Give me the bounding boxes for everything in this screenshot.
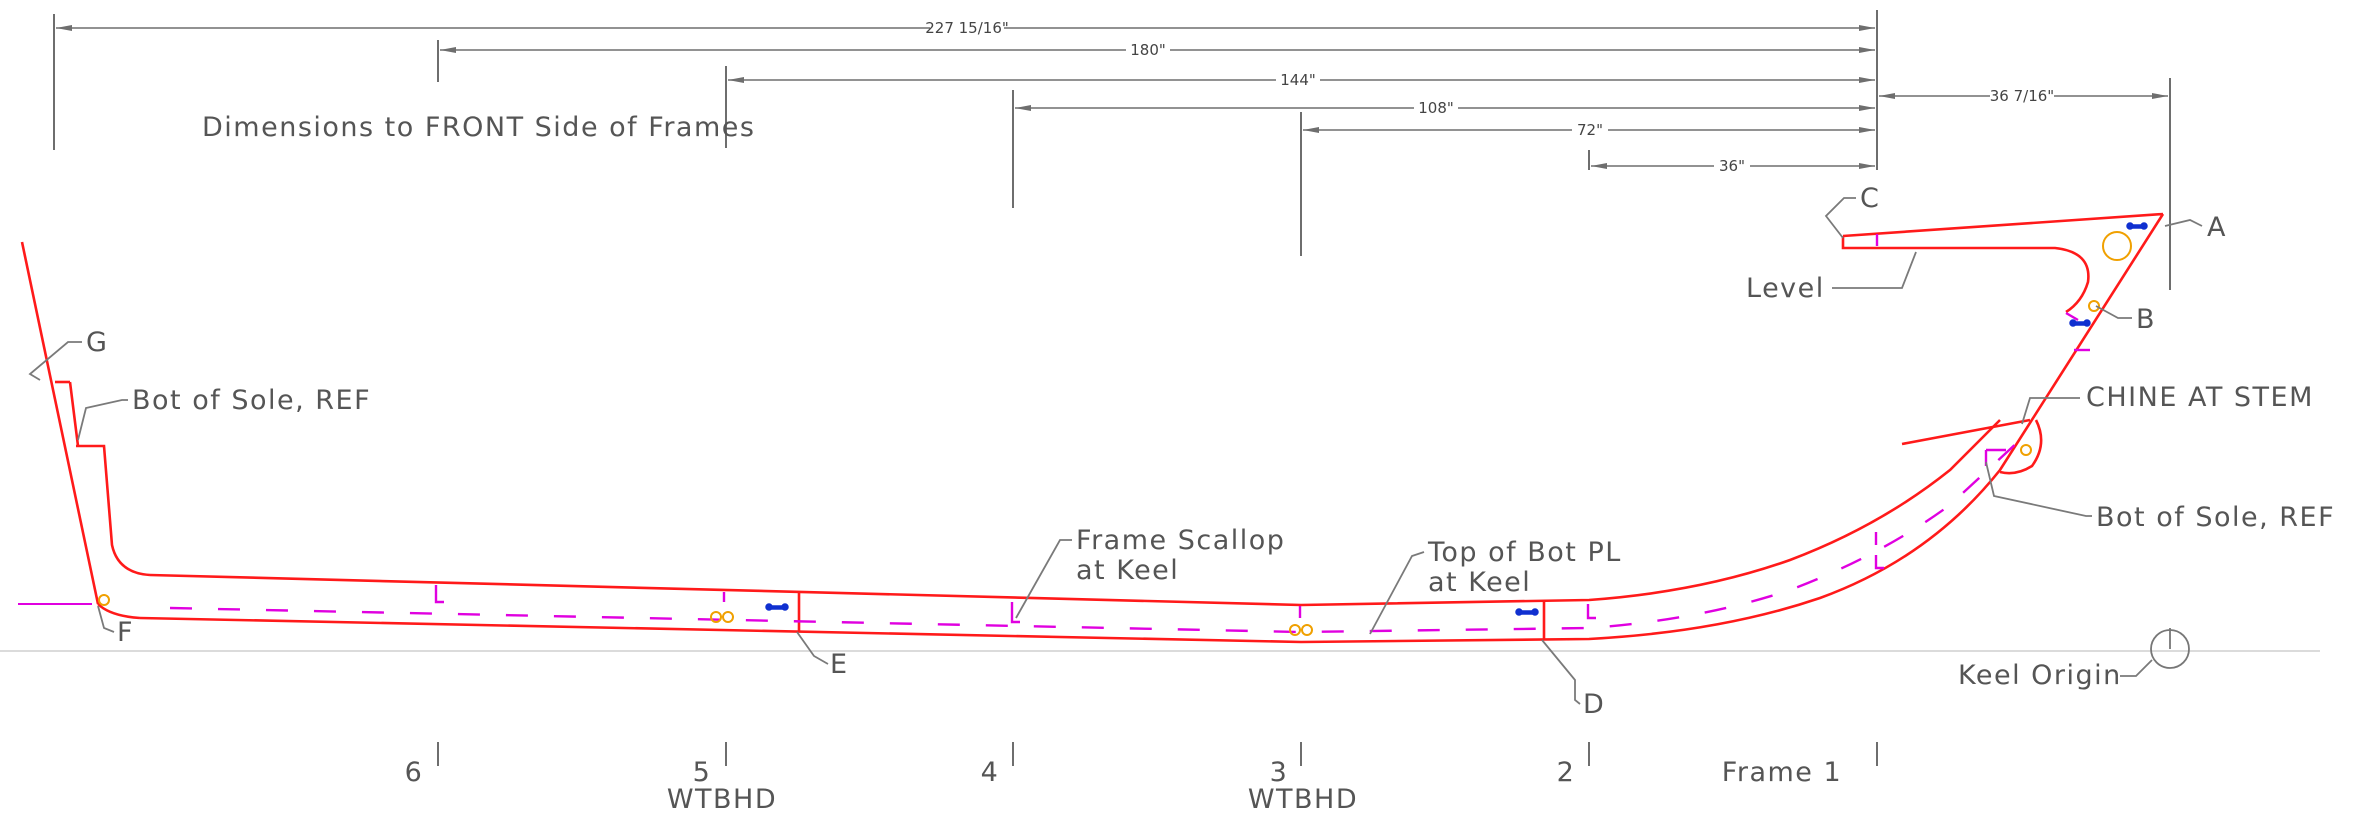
hole-bow bbox=[2102, 231, 2132, 261]
leader-e bbox=[796, 631, 829, 665]
dim-text-227: 227 15/16" bbox=[925, 19, 1009, 37]
dim-text-180: 180" bbox=[1130, 41, 1166, 59]
frame-1-label: Frame 1 bbox=[1722, 757, 1842, 788]
dim-text-144: 144" bbox=[1280, 71, 1316, 89]
point-f: F bbox=[117, 617, 134, 648]
chine-bump bbox=[1999, 419, 2043, 475]
dim-text-72: 72" bbox=[1577, 121, 1603, 139]
frame-3-wtbhd: WTBHD bbox=[1248, 784, 1358, 814]
hole-b bbox=[2088, 300, 2100, 312]
point-e: E bbox=[830, 649, 849, 680]
point-labels: A B C D E F G bbox=[28, 183, 2227, 720]
frame-2-label: 2 bbox=[1557, 757, 1576, 788]
fitting-b bbox=[2069, 319, 2091, 327]
leader-frame-scallop bbox=[1015, 539, 1072, 619]
leader-f bbox=[97, 605, 115, 633]
annotations: Level CHINE AT STEM Bot of Sole, REF Bot… bbox=[77, 251, 2335, 691]
leader-keel-origin bbox=[2120, 659, 2153, 677]
transom-inner bbox=[76, 444, 151, 577]
point-g: G bbox=[86, 327, 108, 358]
frame4-mark bbox=[1010, 602, 1020, 624]
label-top-bot-pl-2: at Keel bbox=[1428, 567, 1531, 598]
frame-labels: 6 5 WTBHD 4 3 WTBHD 2 Frame 1 bbox=[405, 742, 1878, 814]
bottom-plate-outer bbox=[139, 213, 2165, 644]
leader-g bbox=[28, 341, 82, 381]
fitting-d bbox=[1515, 608, 1539, 616]
leader-b bbox=[2095, 305, 2132, 319]
label-bot-sole-left: Bot of Sole, REF bbox=[132, 385, 371, 416]
label-chine: CHINE AT STEM bbox=[2086, 382, 2314, 413]
bow-deck-top bbox=[1842, 212, 2164, 238]
point-d: D bbox=[1583, 689, 1605, 720]
label-bot-sole-right: Bot of Sole, REF bbox=[2096, 502, 2335, 533]
hole-3a bbox=[1289, 624, 1301, 636]
hole-3b bbox=[1301, 624, 1313, 636]
fitting-e bbox=[765, 603, 789, 611]
frame1-mark bbox=[1874, 532, 1884, 570]
frame-markers bbox=[169, 234, 2090, 634]
leader-c bbox=[1824, 197, 1856, 239]
leader-chine bbox=[2021, 397, 2080, 425]
leader-level bbox=[1832, 251, 1917, 289]
hole-5b bbox=[722, 611, 734, 623]
hole-f bbox=[98, 594, 110, 606]
leader-a bbox=[2164, 219, 2203, 227]
label-level: Level bbox=[1746, 273, 1825, 304]
label-frame-scallop-1: Frame Scallop bbox=[1076, 525, 1285, 556]
stern-bottom-corner bbox=[97, 603, 141, 620]
bottom-plate-inner bbox=[149, 419, 2001, 607]
stem-mark-b bbox=[2065, 311, 2079, 322]
leader-bot-sole-right bbox=[1985, 461, 2092, 517]
frame-5-wtbhd: WTBHD bbox=[667, 784, 777, 814]
dim-text-36: 36" bbox=[1719, 157, 1745, 175]
frame-6-label: 6 bbox=[405, 757, 424, 788]
transom-outer bbox=[20, 241, 100, 605]
label-top-bot-pl-1: Top of Bot PL bbox=[1427, 537, 1622, 568]
leader-bot-sole-left bbox=[77, 399, 128, 441]
hull-outline bbox=[20, 212, 2165, 644]
leader-d bbox=[1541, 639, 1581, 705]
bow-deck-underside bbox=[1841, 236, 2090, 314]
leader-top-bot-pl bbox=[1369, 551, 1425, 635]
point-b: B bbox=[2136, 304, 2156, 335]
dimensions-note: Dimensions to FRONT Side of Frames bbox=[202, 112, 755, 143]
transom-ledge-v bbox=[68, 381, 80, 447]
frame-3-label: 3 bbox=[1270, 757, 1289, 788]
point-c: C bbox=[1860, 183, 1880, 214]
dimension-lines: 227 15/16" 180" 144" 108" 72" 36" bbox=[53, 10, 2171, 290]
fitting-a bbox=[2126, 222, 2148, 230]
sole-line-bow bbox=[1901, 418, 2031, 446]
hole-5a bbox=[710, 611, 722, 623]
frame-5-label: 5 bbox=[693, 757, 712, 788]
fittings bbox=[98, 222, 2148, 636]
label-keel-origin: Keel Origin bbox=[1958, 660, 2122, 691]
point-a: A bbox=[2207, 212, 2227, 243]
frame2-mark bbox=[1586, 604, 1596, 620]
frame6-mark bbox=[434, 585, 444, 604]
dim-text-108: 108" bbox=[1418, 99, 1454, 117]
label-frame-scallop-2: at Keel bbox=[1076, 555, 1179, 586]
hole-chine bbox=[2020, 444, 2032, 456]
dim-text-36-7-16: 36 7/16" bbox=[1990, 87, 2054, 105]
frame-4-label: 4 bbox=[981, 757, 1000, 788]
